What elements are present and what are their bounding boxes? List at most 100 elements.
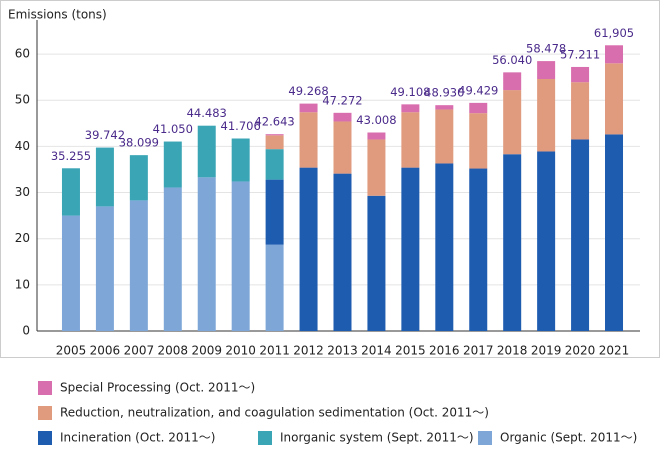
total-label: 38.099 [119,136,159,150]
legend-label: Reduction, neutralization, and coagulati… [60,406,489,420]
bar-segment [435,105,454,110]
bar-segment [503,72,522,91]
x-tick-label: 2016 [429,344,460,358]
total-label: 49.108 [390,85,430,99]
x-tick-label: 2012 [293,344,324,358]
x-tick-label: 2021 [599,344,630,358]
y-tick-label: 40 [15,139,30,153]
bar-segment [265,179,284,245]
bar-segment [367,139,386,196]
legend-swatch [38,381,52,395]
x-tick-label: 2005 [56,344,87,358]
total-label: 49.429 [458,83,498,97]
total-label: 41.706 [221,119,261,133]
legend-swatch [38,431,52,445]
bar-segment [299,112,318,168]
bar-segment [129,155,148,201]
total-label: 58.478 [526,42,566,56]
bar-segment [571,66,590,83]
bar-segment [231,138,250,182]
bar-segment [61,215,80,331]
bar-segment [231,181,250,331]
bar-segment [401,104,420,113]
total-label: 39.742 [85,128,125,142]
x-tick-label: 2013 [327,344,358,358]
x-tick-label: 2010 [225,344,256,358]
y-tick-label: 30 [15,185,30,199]
bar-segment [537,61,556,79]
bar-segment [503,154,522,331]
x-tick-label: 2011 [259,344,290,358]
y-tick-label: 60 [15,47,30,61]
bar-segment [605,134,624,331]
bar-segment [299,167,318,331]
x-tick-label: 2019 [531,344,562,358]
bar-segment [197,177,216,331]
y-tick-label: 20 [15,231,30,245]
bar-segment [265,244,284,331]
bar-segment [503,90,522,155]
total-label: 56.040 [492,53,532,67]
legend-label: Special Processing (Oct. 2011～) [60,381,255,395]
bar-segment [401,167,420,331]
bar-segment [367,132,386,140]
total-label: 35.255 [51,149,91,163]
bar-segment [469,168,488,331]
legend-swatch [258,431,272,445]
total-label: 47.272 [322,93,362,107]
total-label: 41.050 [153,122,193,136]
y-tick-label: 0 [22,324,30,338]
y-tick-label: 10 [15,277,30,291]
x-tick-label: 2017 [463,344,494,358]
total-label: 61,905 [594,26,634,40]
legend-swatch [38,406,52,420]
total-label: 49.268 [288,84,328,98]
legend-label: Organic (Sept. 2011～) [500,431,637,445]
bar-segment [367,195,386,331]
bar-segment [95,147,114,207]
bar-segment [571,139,590,331]
legend-swatch [478,431,492,445]
bar-segment [129,200,148,331]
x-tick-label: 2020 [565,344,596,358]
bar-segment [61,168,80,216]
bar-segment [299,103,318,113]
bar-segment [537,79,556,152]
legend-label: Inorganic system (Sept. 2011～) [280,431,474,445]
bar-segment [605,45,624,64]
x-tick-label: 2015 [395,344,426,358]
bar-segment [469,113,488,169]
bar-segment [333,173,352,331]
bar-segment [401,112,420,168]
bar-segment [95,206,114,331]
x-tick-label: 2008 [158,344,189,358]
legend-label: Incineration (Oct. 2011～) [60,431,215,445]
bar-segment [265,149,284,180]
bar-segment [537,151,556,331]
total-label: 57.211 [560,47,600,61]
bar-segment [435,163,454,331]
bar-segment [571,82,590,140]
y-axis-label: Emissions (tons) [8,8,107,22]
bar-segment [333,121,352,174]
x-tick-label: 2009 [191,344,222,358]
total-label: 42.643 [254,115,294,129]
bar-segment [197,125,216,178]
x-tick-label: 2006 [90,344,121,358]
bar-segment [469,102,488,114]
total-label: 48.930 [424,86,464,100]
bar-segment [333,112,352,122]
x-tick-label: 2014 [361,344,392,358]
bar-segment [163,141,182,188]
bar-segment [265,134,284,136]
x-tick-label: 2018 [497,344,528,358]
bar-segment [265,135,284,150]
total-label: 44.483 [187,106,227,120]
bar-segment [435,109,454,164]
bar-segment [163,187,182,331]
bar-segment [605,63,624,135]
total-label: 43.008 [356,113,396,127]
y-tick-label: 50 [15,93,30,107]
x-tick-label: 2007 [124,344,155,358]
